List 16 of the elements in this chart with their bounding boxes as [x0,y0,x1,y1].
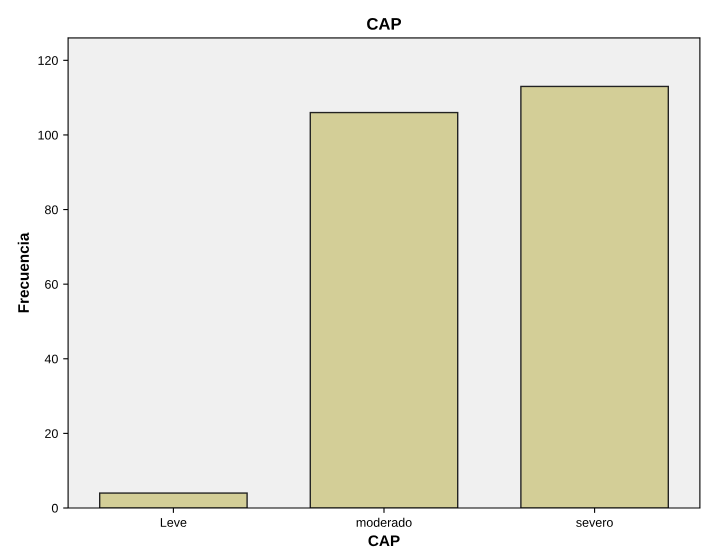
bar [520,86,669,508]
y-tick-label: 60 [45,280,58,289]
x-tick-label: moderado [356,518,412,527]
y-tick-label: 120 [38,56,58,65]
chart-title: CAP [367,18,402,30]
y-tick-label: 100 [38,130,58,140]
bar [98,492,248,508]
y-tick-label: 80 [45,205,58,214]
y-tick-label: 0 [52,504,58,513]
bar [310,112,458,508]
x-axis-title: CAP [368,535,400,546]
y-tick-label: 20 [45,429,58,438]
x-tick-label: severo [576,520,613,527]
y-tick-label: 40 [44,354,58,364]
y-axis-title: Frecuencia [18,232,29,312]
x-tick-label: Leve [160,518,186,527]
